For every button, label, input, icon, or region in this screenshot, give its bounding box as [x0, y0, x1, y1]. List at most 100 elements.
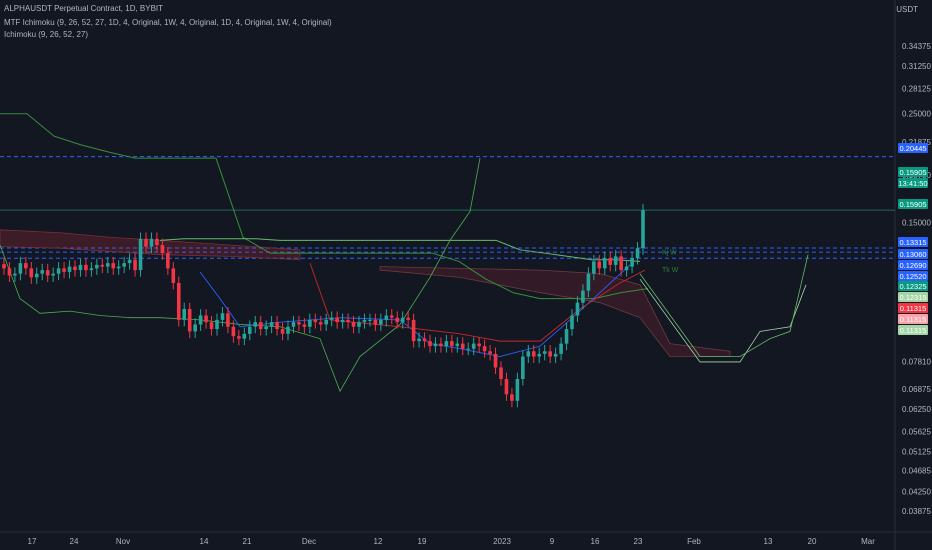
price-badge-text: 13:41:50 [898, 179, 927, 188]
candle-body [166, 253, 170, 269]
price-axis-tick-label: 0.28125 [902, 85, 931, 94]
candle-body [482, 346, 487, 352]
price-badge-text: 0.12325 [899, 282, 926, 291]
candle-body [313, 319, 318, 323]
time-axis-tick-label: 12 [374, 537, 383, 546]
time-axis-tick-label: Dec [302, 537, 316, 546]
time-axis-tick-label: 19 [418, 537, 427, 546]
price-badge: 0.11315 [898, 314, 928, 324]
candle-body [357, 322, 361, 327]
price-axis-tick-label: 0.06875 [902, 385, 931, 394]
price-badge: 0.12315 [898, 292, 928, 302]
candle-body [226, 313, 230, 327]
candle-body [335, 317, 339, 323]
price-badge-bg [898, 271, 928, 281]
candle-body [220, 313, 225, 320]
candle-body [526, 351, 531, 357]
candle-body [138, 238, 143, 271]
time-axis-tick-label: 23 [634, 537, 643, 546]
ichimoku-legend[interactable]: Ichimoku (9, 26, 52, 27) [4, 30, 89, 39]
candle-body [297, 322, 301, 325]
price-axis-tick-label: 0.05125 [902, 447, 931, 456]
price-axis-tick-label: 0.03875 [902, 507, 931, 516]
candle-body [275, 322, 279, 330]
candle-body [450, 341, 454, 347]
price-axis-tick-label: 0.07810 [902, 358, 931, 367]
time-axis-tick-label: Feb [687, 537, 701, 546]
candle-body [624, 266, 629, 271]
price-axis-tick-label: 0.05625 [902, 428, 931, 437]
price-badge-text: 0.12520 [899, 272, 926, 281]
candle-body [531, 351, 536, 357]
candle-body [89, 268, 94, 271]
candle-body [155, 238, 159, 246]
candle-body [548, 351, 552, 357]
candle-body [242, 333, 247, 339]
candle-body [602, 258, 607, 269]
candle-body [133, 259, 137, 271]
candle-body [176, 282, 181, 320]
price-badge-text: 0.12690 [899, 261, 926, 270]
price-badge: 0.13060 [898, 249, 928, 259]
candle-body [29, 268, 34, 278]
price-badge: 0.12325 [898, 281, 928, 291]
candle-body [455, 343, 460, 347]
candle-body [56, 268, 61, 274]
candle-body [619, 256, 623, 271]
candle-body [280, 329, 285, 334]
candle-body [204, 315, 208, 323]
currency-label[interactable]: USDT [896, 5, 918, 14]
price-axis-tick-label: 0.04685 [902, 467, 931, 476]
price-badge-text: 0.13060 [899, 250, 926, 259]
candle-body [116, 266, 121, 269]
candle-body [291, 322, 296, 327]
price-axis-tick-label: 0.25000 [902, 110, 931, 119]
candle-body [477, 343, 481, 347]
candle-body [368, 319, 372, 321]
candle-body [258, 322, 263, 330]
symbol-title[interactable]: ALPHAUSDT Perpetual Contract, 1D, BYBIT [4, 4, 164, 13]
candle-body [318, 322, 323, 325]
candle-body [171, 268, 176, 283]
candle-body [521, 356, 525, 379]
candle-body [253, 322, 258, 327]
candle-body [389, 315, 394, 318]
candle-body [400, 317, 405, 323]
candle-body [608, 258, 613, 265]
candle-body [422, 338, 427, 342]
candle-body [499, 367, 503, 379]
candle-body [62, 268, 66, 272]
candle-body [428, 341, 432, 347]
candle-body [231, 326, 236, 337]
candle-body [18, 263, 23, 274]
price-badge-text: 0.11315 [900, 326, 927, 335]
candle-body [198, 315, 203, 325]
candle-body [100, 264, 105, 267]
candle-body [67, 266, 72, 272]
senkou-b-line [639, 254, 809, 357]
candle-body [34, 273, 39, 278]
price-badge-bg [898, 167, 928, 177]
price-badge: 0.20445 [898, 143, 928, 153]
candle-body [439, 343, 443, 347]
candle-body [84, 264, 88, 271]
price-badge-bg [898, 325, 928, 335]
candle-body [362, 319, 367, 323]
candle-body [40, 270, 45, 274]
price-badge-text: 0.11315 [900, 304, 927, 313]
candle-body [417, 338, 421, 342]
candle-body [264, 326, 268, 330]
candle-body [346, 319, 350, 323]
candle-body [411, 319, 416, 342]
time-axis-tick-label: 13 [764, 537, 773, 546]
time-axis-tick-label: Mar [861, 537, 875, 546]
candle-body [613, 256, 618, 265]
kj-weekly-line [159, 238, 641, 262]
price-badge-text: 0.15905 [899, 168, 926, 177]
candle-body [193, 324, 197, 332]
mtf-ichimoku-legend[interactable]: MTF Ichimoku (9, 26, 52, 27, 1D, 4, Orig… [4, 18, 332, 27]
price-badge-bg [898, 237, 928, 247]
candle-body [45, 270, 50, 276]
